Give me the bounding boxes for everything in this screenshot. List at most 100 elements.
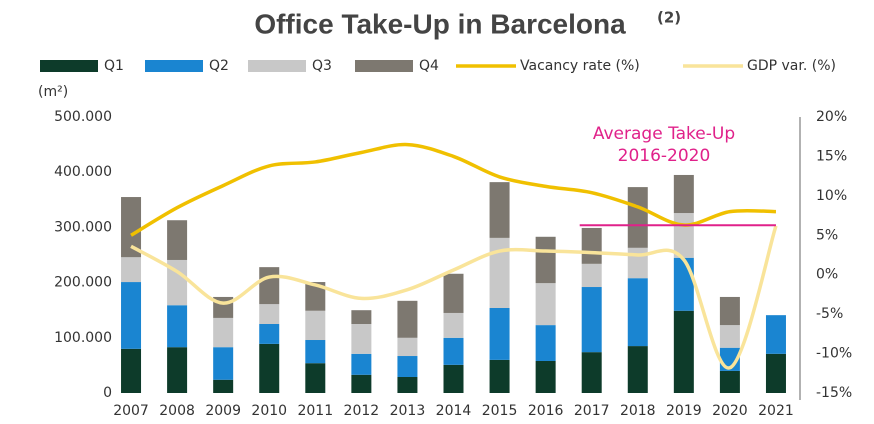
bar-segment — [443, 312, 464, 338]
bar-segment — [627, 187, 648, 248]
x-tick-label: 2008 — [159, 403, 195, 419]
bar-segment — [673, 310, 694, 393]
chart-title: Office Take-Up in Barcelona — [254, 8, 626, 39]
y-tick-label: 0 — [103, 385, 112, 401]
title-note: (2) — [657, 9, 681, 27]
legend-swatch — [248, 60, 306, 72]
x-tick-label: 2021 — [758, 403, 794, 419]
bar-segment — [489, 237, 510, 308]
bar-segment — [627, 278, 648, 347]
x-tick-label: 2007 — [113, 403, 149, 419]
annotation: Average Take-Up — [593, 124, 735, 144]
y2-tick-label: 5% — [816, 227, 838, 243]
x-tick-label: 2011 — [297, 403, 333, 419]
bar-segment — [673, 174, 694, 214]
legend-label: GDP var. (%) — [747, 58, 836, 74]
bar-segment — [351, 353, 372, 375]
bar-segment — [259, 324, 280, 344]
y2-tick-label: 15% — [816, 148, 847, 164]
legend-label: Q3 — [312, 58, 332, 74]
bar-segment — [765, 315, 786, 354]
bar-segment — [535, 360, 556, 393]
x-tick-label: 2017 — [574, 403, 610, 419]
x-tick-label: 2020 — [712, 403, 748, 419]
y-tick-label: 400.000 — [54, 164, 112, 180]
y2-tick-label: 0% — [816, 267, 838, 283]
legend-swatch — [355, 60, 413, 72]
bar-segment — [581, 352, 602, 393]
bar-segment — [443, 337, 464, 365]
bar-segment — [213, 317, 234, 348]
y2-tick-label: 20% — [816, 109, 847, 125]
bar-segment — [397, 376, 418, 393]
line-series — [130, 225, 778, 370]
y2-tick-label: -5% — [816, 306, 843, 322]
bar-segment — [443, 273, 464, 313]
bar-segment — [259, 267, 280, 305]
bar-segment — [535, 325, 556, 361]
x-tick-label: 2015 — [482, 403, 518, 419]
y2-tick-label: 10% — [816, 188, 847, 204]
bar-segment — [259, 343, 280, 393]
bar-segment — [535, 283, 556, 326]
bar-segment — [121, 282, 142, 349]
bar-segment — [719, 296, 740, 326]
y-tick-label: 500.000 — [54, 109, 112, 125]
bar-segment — [305, 340, 326, 364]
bar-segment — [351, 374, 372, 393]
bar-segment — [213, 379, 234, 393]
bar-segment — [719, 325, 740, 348]
bar-segment — [121, 348, 142, 393]
bar-segment — [397, 337, 418, 357]
y-tick-label: 200.000 — [54, 275, 112, 291]
x-tick-label: 2019 — [666, 403, 702, 419]
bar-segment — [305, 282, 326, 311]
bar-segment — [627, 346, 648, 393]
bar-segment — [259, 304, 280, 324]
x-tick-label: 2009 — [205, 403, 241, 419]
bar-segment — [765, 353, 786, 393]
y-tick-label: 300.000 — [54, 219, 112, 235]
x-tick-label: 2018 — [620, 403, 656, 419]
legend-swatch — [40, 60, 98, 72]
x-tick-label: 2013 — [390, 403, 426, 419]
legend-label: Q4 — [419, 58, 439, 74]
y-tick-label: 100.000 — [54, 330, 112, 346]
line-series — [130, 142, 776, 237]
bar-segment — [351, 324, 372, 354]
annotation: 2016-2020 — [618, 146, 711, 166]
bar-segment — [213, 347, 234, 380]
bar-segment — [535, 236, 556, 284]
bar-segment — [673, 257, 694, 311]
bar-segment — [489, 307, 510, 360]
bar-segment — [489, 182, 510, 238]
bar-segment — [489, 359, 510, 393]
bar-segment — [581, 227, 602, 264]
y2-tick-label: -10% — [816, 346, 852, 362]
bar-segment — [121, 197, 142, 258]
bar-segment — [627, 247, 648, 279]
y-unit: (m²) — [38, 84, 68, 100]
bar-segment — [121, 257, 142, 283]
bar-segment — [397, 356, 418, 377]
bar-segment — [167, 347, 188, 393]
bar-segment — [581, 263, 602, 288]
x-tick-label: 2016 — [528, 403, 564, 419]
bar-segment — [167, 220, 188, 260]
bar-segment — [719, 370, 740, 393]
bar-segment — [305, 363, 326, 393]
legend-label: Q2 — [209, 58, 229, 74]
bar-segment — [673, 213, 694, 258]
bar-segment — [167, 259, 188, 306]
bar-segment — [397, 300, 418, 338]
bar-segment — [443, 364, 464, 393]
bar-segment — [305, 310, 326, 341]
x-tick-label: 2012 — [344, 403, 380, 419]
bar-segment — [581, 287, 602, 353]
legend-label: Q1 — [104, 58, 124, 74]
x-tick-label: 2014 — [436, 403, 472, 419]
legend-label: Vacancy rate (%) — [520, 58, 640, 74]
bar-segment — [167, 305, 188, 348]
legend-swatch — [145, 60, 203, 72]
